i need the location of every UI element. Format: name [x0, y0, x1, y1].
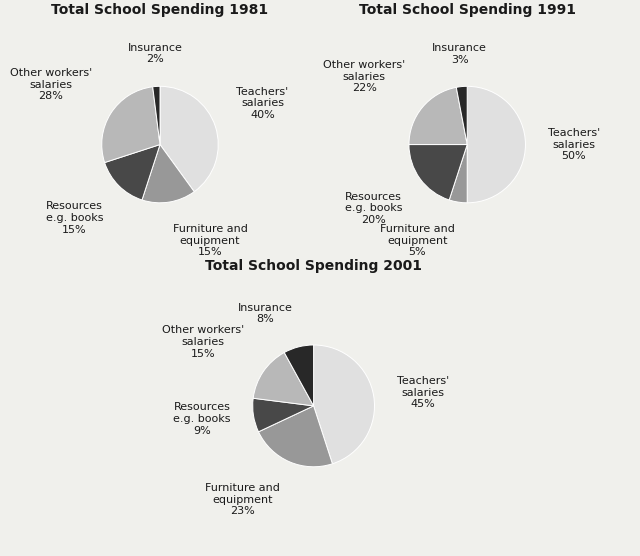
Text: Teachers'
salaries
45%: Teachers' salaries 45% [397, 376, 449, 409]
Wedge shape [467, 86, 525, 203]
Title: Total School Spending 1981: Total School Spending 1981 [51, 3, 269, 17]
Text: Furniture and
equipment
5%: Furniture and equipment 5% [380, 224, 454, 257]
Title: Total School Spending 2001: Total School Spending 2001 [205, 259, 422, 272]
Wedge shape [160, 86, 218, 192]
Text: Other workers'
salaries
15%: Other workers' salaries 15% [162, 325, 244, 359]
Title: Total School Spending 1991: Total School Spending 1991 [358, 3, 576, 17]
Text: Resources
e.g. books
15%: Resources e.g. books 15% [45, 201, 103, 235]
Wedge shape [259, 406, 332, 467]
Text: Resources
e.g. books
9%: Resources e.g. books 9% [173, 403, 230, 436]
Wedge shape [449, 145, 467, 203]
Wedge shape [409, 145, 467, 200]
Text: Teachers'
salaries
40%: Teachers' salaries 40% [236, 87, 289, 120]
Text: Furniture and
equipment
23%: Furniture and equipment 23% [205, 483, 280, 516]
Text: Other workers'
salaries
28%: Other workers' salaries 28% [10, 68, 92, 102]
Wedge shape [456, 86, 467, 145]
Wedge shape [284, 345, 314, 406]
Text: Furniture and
equipment
15%: Furniture and equipment 15% [173, 224, 248, 257]
Wedge shape [104, 145, 160, 200]
Wedge shape [314, 345, 374, 464]
Wedge shape [102, 87, 160, 162]
Text: Insurance
3%: Insurance 3% [432, 43, 487, 64]
Wedge shape [153, 86, 160, 145]
Wedge shape [409, 87, 467, 145]
Text: Resources
e.g. books
20%: Resources e.g. books 20% [345, 192, 402, 225]
Text: Insurance
8%: Insurance 8% [238, 303, 292, 325]
Text: Teachers'
salaries
50%: Teachers' salaries 50% [548, 128, 600, 161]
Text: Other workers'
salaries
22%: Other workers' salaries 22% [323, 60, 405, 93]
Wedge shape [253, 353, 314, 406]
Text: Insurance
2%: Insurance 2% [127, 43, 182, 64]
Wedge shape [142, 145, 194, 203]
Wedge shape [253, 398, 314, 432]
